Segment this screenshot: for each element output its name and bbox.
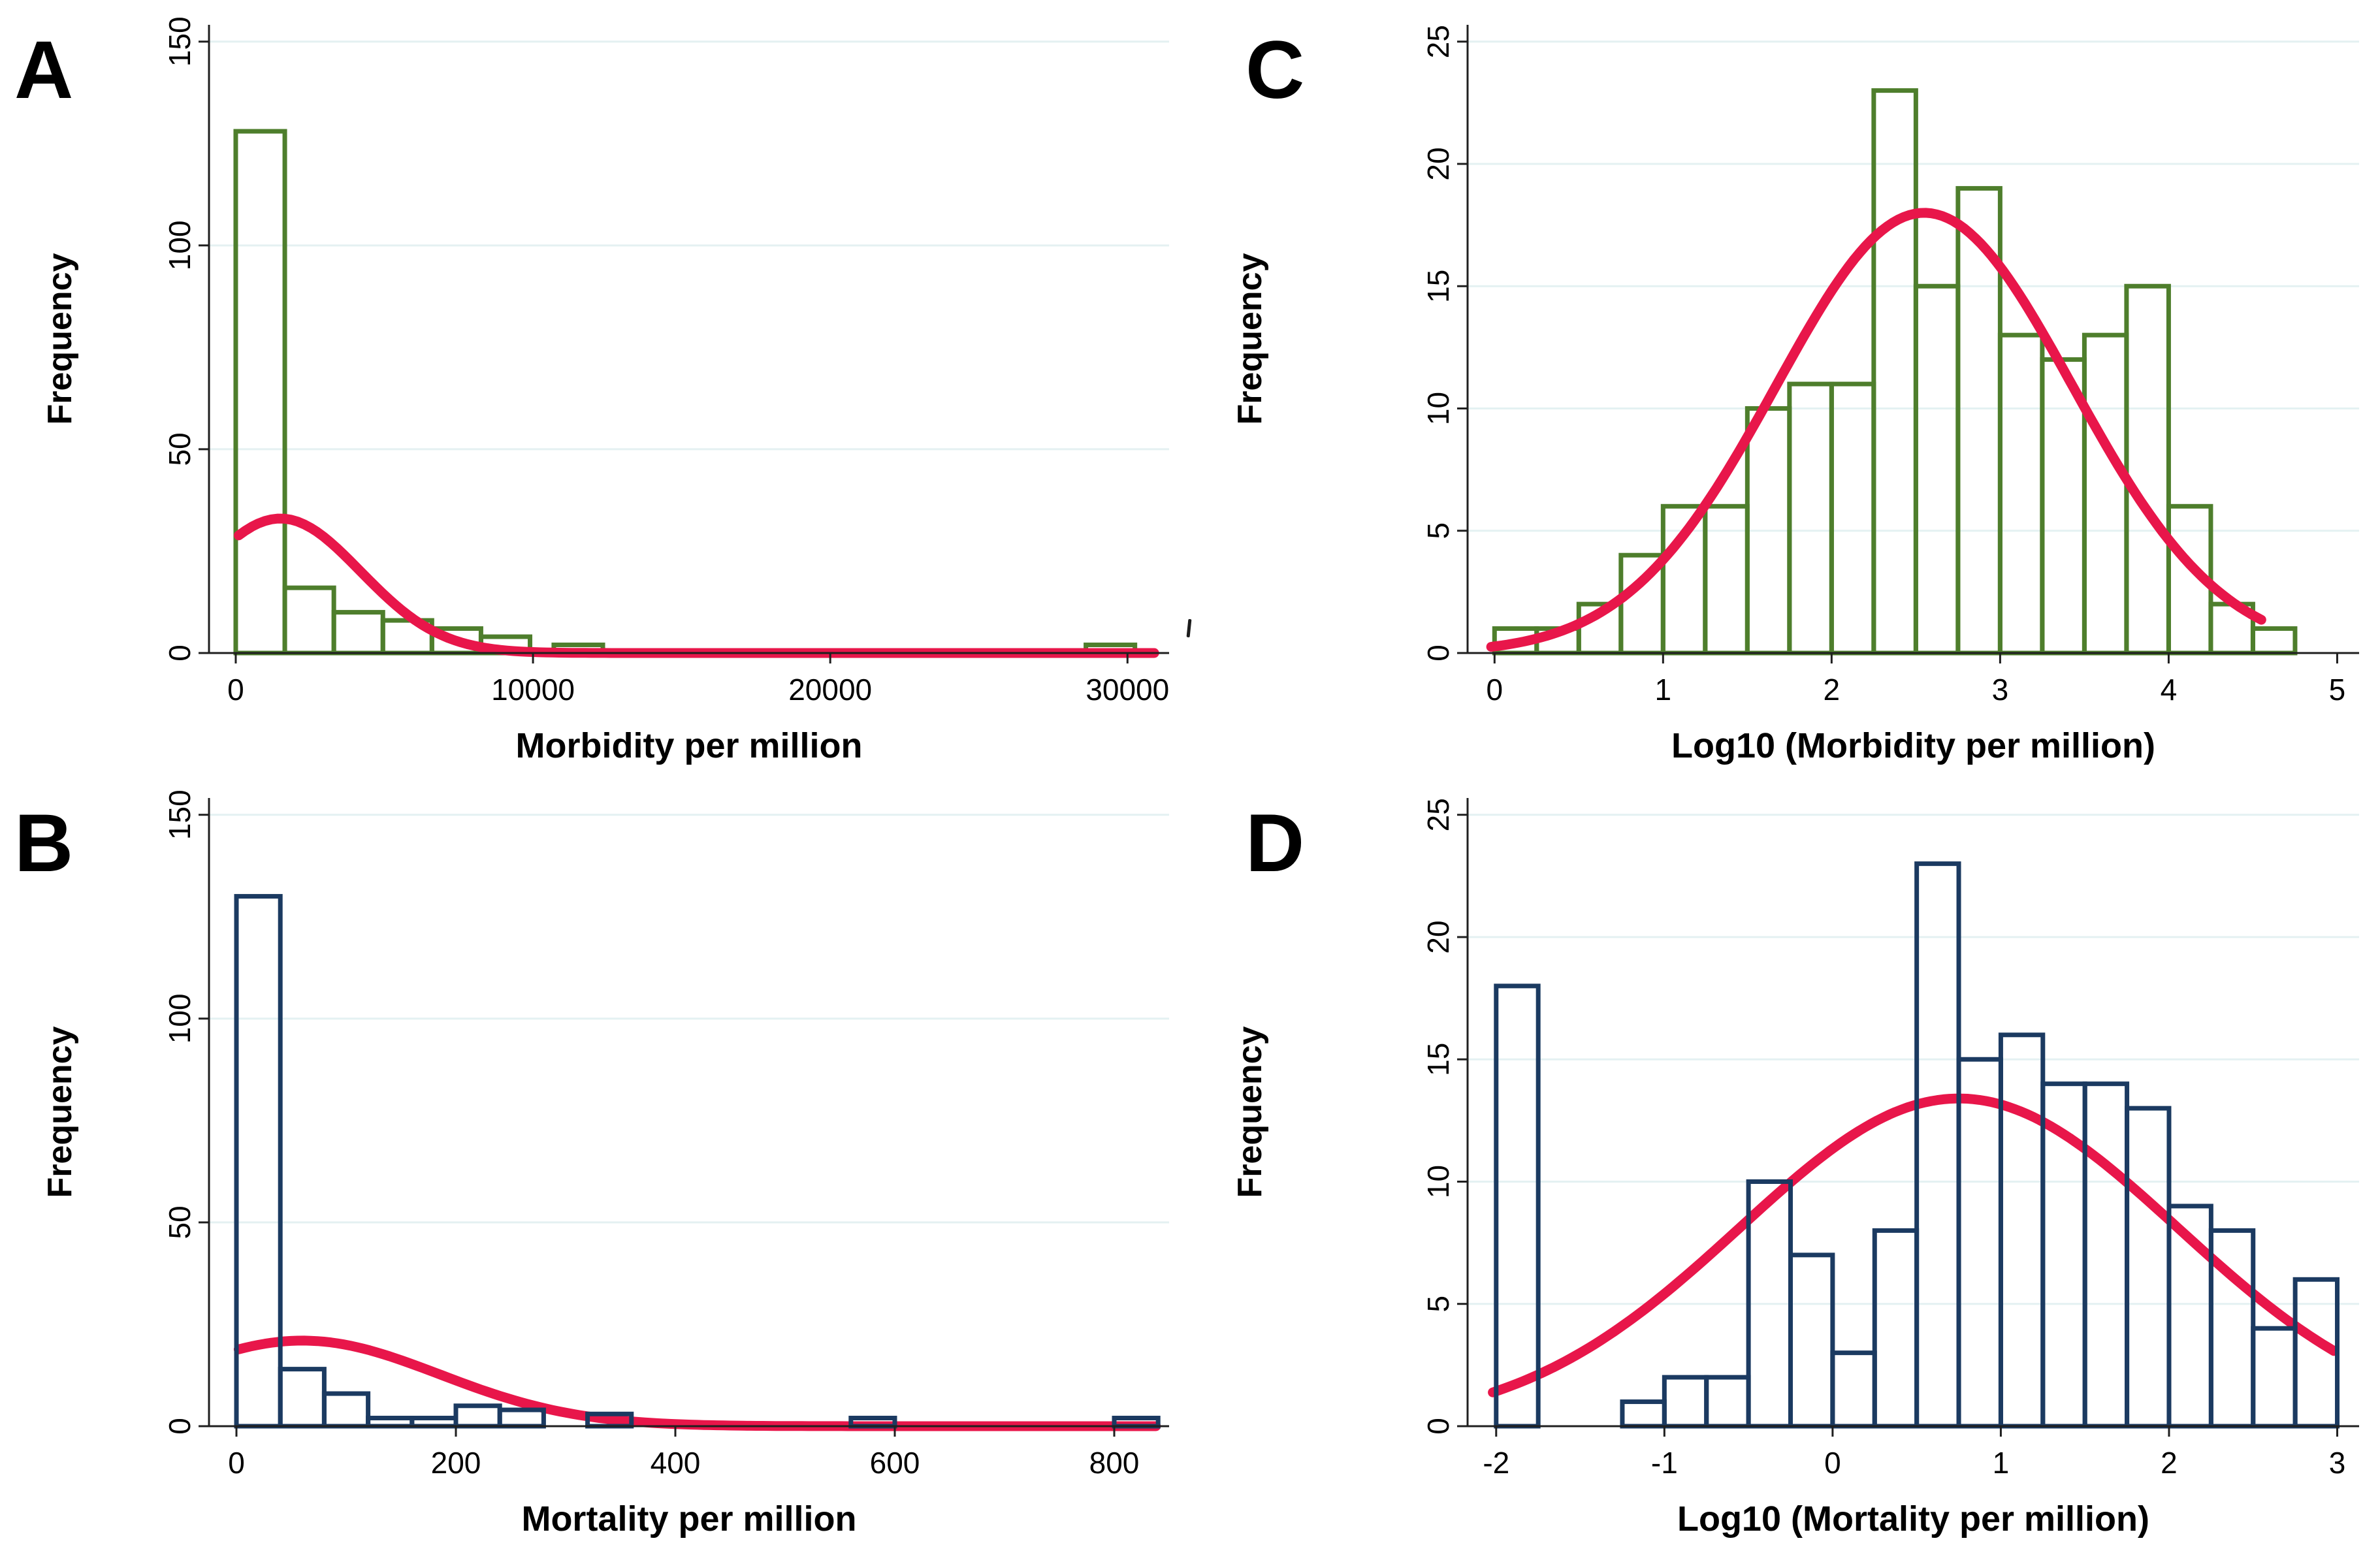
y-tick-label: 25	[1421, 798, 1455, 831]
x-tick-label: 0	[1824, 1446, 1841, 1480]
x-tick-label: 0	[228, 1446, 245, 1480]
y-tick-label: 20	[1421, 147, 1455, 180]
x-axis-label: Log10 (Morbidity per million)	[1671, 726, 2155, 765]
panel-letter: B	[14, 798, 73, 889]
normal-density-curve	[1486, 208, 2266, 652]
panel-letter: A	[14, 25, 73, 116]
histogram-bar	[2250, 626, 2298, 656]
panel-C: 0 5 10 15 20 25 0 1 2 3 4 5 Frequency Log10 (Morbidit…	[1190, 0, 2380, 773]
y-axis-label: Frequency	[1231, 1026, 1269, 1198]
y-tick-label: 0	[163, 1418, 197, 1435]
y-tick-label: 50	[163, 1205, 197, 1239]
x-tick-label: -1	[1651, 1446, 1678, 1480]
y-axis-label: Frequency	[1231, 253, 1269, 424]
histogram-bar	[1788, 1252, 1835, 1429]
panel-D-chart: 0 5 10 15 20 25 -2 -1 0 1 2 3 Frequency Log10 (Mortal…	[1231, 798, 2359, 1539]
panel-D: 0 5 10 15 20 25 -2 -1 0 1 2 3 Frequency Log10 (Mortal…	[1190, 773, 2380, 1547]
y-tick-label: 20	[1421, 920, 1455, 953]
panel-A: 0 50 100 150 0 10000 20000 30000 Frequency Morbid…	[0, 0, 1190, 773]
histogram-bar	[321, 1391, 371, 1429]
x-tick-label: 30000	[1085, 673, 1169, 707]
x-tick-label: 600	[870, 1446, 920, 1480]
x-tick-label: 1	[1993, 1446, 2010, 1480]
x-tick-label: 3	[1992, 673, 2009, 707]
y-tick-label: 100	[163, 220, 197, 270]
panel-B-chart: 0 50 100 150 0 200 400 600 800 Frequency Mortality…	[14, 789, 1169, 1539]
y-tick-label: 100	[163, 993, 197, 1044]
histogram-bar	[1914, 861, 1961, 1429]
y-tick-label: 25	[1421, 25, 1455, 58]
x-tick-label: 0	[227, 673, 244, 707]
y-tick-label: 150	[163, 789, 197, 840]
x-tick-label: 5	[2329, 673, 2346, 707]
histogram-bar	[1787, 381, 1834, 656]
histogram-bar	[2082, 332, 2129, 656]
histogram-bar	[366, 1416, 415, 1429]
panel-A-chart: 0 50 100 150 0 10000 20000 30000 Frequency Morbid…	[14, 16, 1169, 765]
y-tick-label: 0	[163, 645, 197, 662]
histogram-bar	[1871, 88, 1918, 656]
x-tick-label: 0	[1486, 673, 1503, 707]
panel-B: 0 50 100 150 0 200 400 600 800 Frequency Mortality…	[0, 773, 1190, 1547]
histogram-bar	[1494, 983, 1541, 1429]
x-tick-label: 3	[2329, 1446, 2346, 1480]
x-tick-label: 2	[1824, 673, 1841, 707]
y-tick-label: 15	[1421, 270, 1455, 303]
histogram-bar	[453, 1403, 502, 1429]
y-tick-label: 10	[1421, 1165, 1455, 1198]
y-tick-label: 150	[163, 16, 197, 67]
y-tick-label: 5	[1421, 1296, 1455, 1313]
x-tick-label: 1	[1655, 673, 1672, 707]
histogram-bar	[1998, 1032, 2046, 1429]
x-tick-label: 200	[431, 1446, 481, 1480]
y-tick-label: 5	[1421, 522, 1455, 539]
histogram-bar	[282, 585, 336, 656]
histogram-bar	[2124, 283, 2171, 656]
histogram-bar	[2125, 1106, 2172, 1429]
y-axis-label: Frequency	[41, 253, 79, 424]
histogram-bar	[2082, 1081, 2130, 1429]
x-tick-label: 4	[2161, 673, 2178, 707]
y-tick-label: 50	[163, 432, 197, 466]
histogram-bar	[233, 129, 287, 656]
x-tick-label: 20000	[788, 673, 872, 707]
panel-letter: D	[1246, 798, 1304, 889]
histogram-bar	[410, 1416, 458, 1429]
histogram-bar	[278, 1367, 327, 1429]
x-axis-label: Morbidity per million	[515, 726, 862, 765]
histogram-bar	[1997, 332, 2045, 656]
histogram-bar	[1703, 503, 1750, 656]
histogram-bar	[331, 610, 385, 656]
x-axis-label: Mortality per million	[521, 1499, 856, 1539]
normal-density-curve	[233, 1335, 1161, 1431]
y-tick-label: 10	[1421, 392, 1455, 425]
x-tick-label: 2	[2161, 1446, 2178, 1480]
x-tick-label: 400	[651, 1446, 701, 1480]
y-tick-label: 15	[1421, 1043, 1455, 1076]
histogram-bar	[497, 1407, 546, 1429]
x-axis-label: Log10 (Mortality per million)	[1677, 1499, 2149, 1539]
x-tick-label: -2	[1483, 1446, 1509, 1480]
histogram-bar	[1913, 283, 1961, 656]
histogram-bar	[1704, 1375, 1751, 1429]
histogram-bar	[1829, 381, 1876, 656]
histogram-bar	[1662, 1375, 1709, 1429]
histogram-bar	[1620, 1399, 1667, 1429]
histogram-bar	[1830, 1350, 1877, 1429]
normal-density-curve	[1488, 1093, 2339, 1397]
histogram-bar	[2251, 1326, 2298, 1429]
x-tick-label: 800	[1089, 1446, 1140, 1480]
y-tick-label: 0	[1421, 1418, 1455, 1435]
y-axis-label: Frequency	[41, 1026, 79, 1198]
histogram-bar	[1872, 1228, 1920, 1429]
panel-C-chart: 0 5 10 15 20 25 0 1 2 3 4 5 Frequency Log10 (Morbidit…	[1231, 25, 2359, 765]
histogram-bar	[1956, 1057, 2003, 1429]
y-tick-label: 0	[1421, 645, 1455, 662]
x-tick-label: 10000	[491, 673, 575, 707]
panel-letter: C	[1246, 25, 1304, 116]
normal-density-curve	[234, 513, 1159, 658]
